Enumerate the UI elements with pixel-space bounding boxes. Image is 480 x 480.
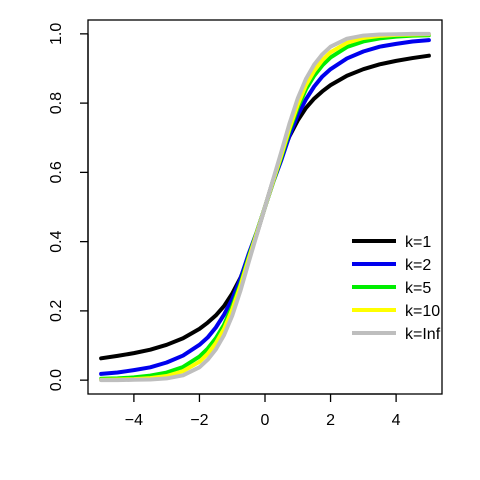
legend-label: k=Inf (405, 326, 441, 343)
x-tick-label: 0 (261, 412, 270, 429)
legend-label: k=1 (405, 234, 431, 251)
legend-label: k=2 (405, 257, 431, 274)
y-tick-label: 0.4 (48, 230, 65, 252)
legend: k=1 k=2 k=5 k=10 k=Inf (352, 234, 441, 343)
y-tick-label: 0.8 (48, 92, 65, 114)
series-layer (99, 31, 431, 383)
y-tick-label: 0.6 (48, 161, 65, 183)
legend-label: k=10 (405, 303, 440, 320)
x-tick-label: 2 (326, 412, 335, 429)
y-axis: 0.0 0.2 0.4 0.6 0.8 1.0 (48, 23, 89, 391)
x-tick-label: −2 (190, 412, 208, 429)
series-line-k-inf (99, 31, 431, 383)
legend-label: k=5 (405, 280, 431, 297)
y-tick-label: 0.2 (48, 300, 65, 322)
y-tick-label: 0.0 (48, 369, 65, 391)
x-tick-label: −4 (125, 412, 143, 429)
x-axis: −4 −2 0 2 4 (125, 393, 401, 429)
x-tick-label: 4 (392, 412, 401, 429)
y-tick-label: 1.0 (48, 23, 65, 45)
